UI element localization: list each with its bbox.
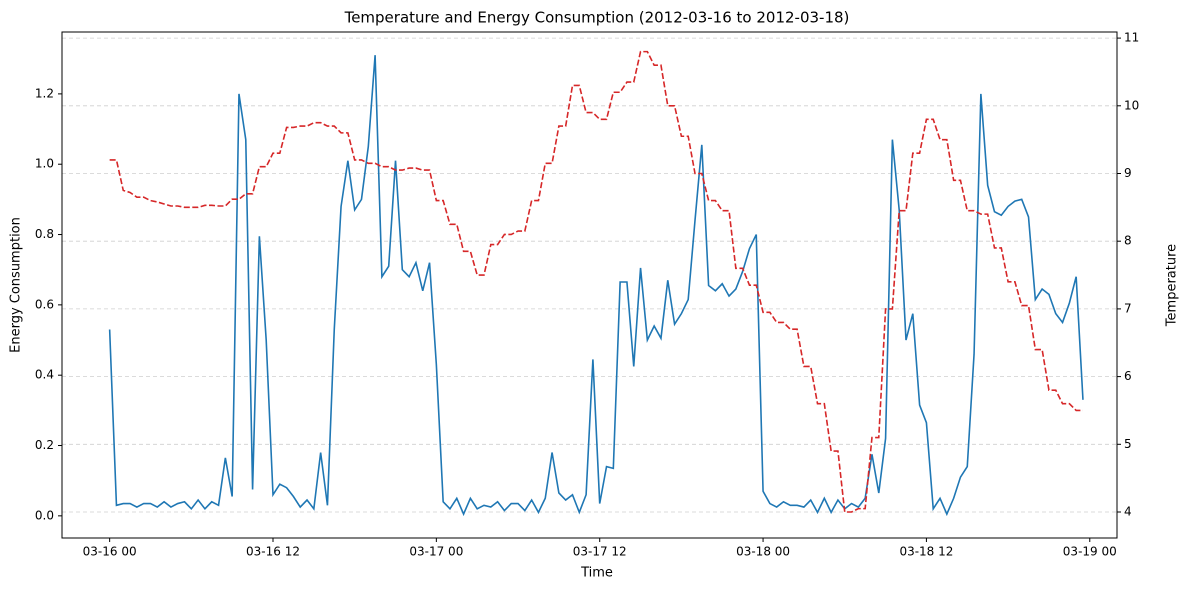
x-tick-label: 03-16 12 <box>246 545 300 559</box>
y2-axis-label: Temperature <box>1165 244 1180 327</box>
x-tick-label: 03-16 00 <box>83 545 137 559</box>
plot-frame <box>61 31 1118 539</box>
y-tick-label: 1.0 <box>35 157 54 171</box>
x-tick-label: 03-18 12 <box>899 545 953 559</box>
y2-tick-label: 10 <box>1124 98 1139 112</box>
y-tick-label: 0.8 <box>35 227 54 241</box>
x-tick-label: 03-17 00 <box>409 545 463 559</box>
y-tick-label: 1.2 <box>35 86 54 100</box>
y2-tick-label: 6 <box>1124 369 1132 383</box>
y-tick-label: 0.0 <box>35 508 54 522</box>
y-tick-label: 0.6 <box>35 297 54 311</box>
y2-tick-label: 5 <box>1124 437 1132 451</box>
x-tick-label: 03-17 12 <box>573 545 627 559</box>
y2-tick-label: 9 <box>1124 166 1132 180</box>
y-tick-label: 0.4 <box>35 368 54 382</box>
x-axis-label: Time <box>580 566 613 581</box>
y2-tick-label: 8 <box>1124 234 1132 248</box>
y2-tick-label: 11 <box>1124 31 1139 45</box>
y-tick-label: 0.2 <box>35 438 54 452</box>
x-tick-label: 03-18 00 <box>736 545 790 559</box>
chart-title: Temperature and Energy Consumption (2012… <box>344 9 850 27</box>
y2-tick-label: 7 <box>1124 301 1132 315</box>
y-axis-label: Energy Consumption <box>9 217 24 353</box>
line-series <box>109 50 1083 513</box>
x-tick-label: 03-19 00 <box>1063 545 1117 559</box>
y2-tick-label: 4 <box>1124 505 1132 519</box>
line-series <box>108 55 1084 517</box>
